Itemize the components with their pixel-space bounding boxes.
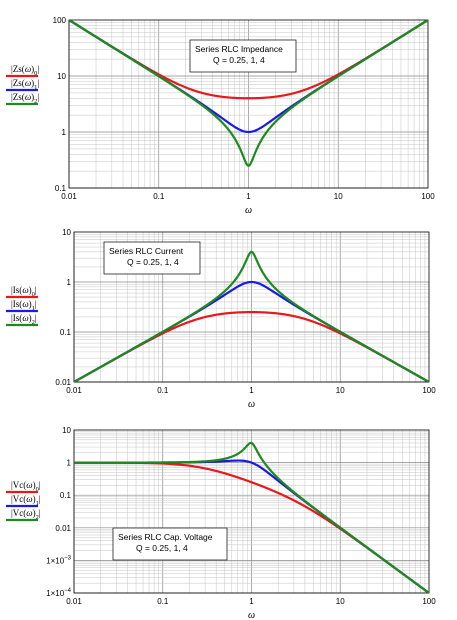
x-tick-label: 100 — [422, 597, 436, 606]
x-tick-label: 100 — [422, 386, 436, 395]
series-group — [69, 20, 428, 167]
y-tick-label: 1 — [62, 128, 67, 137]
legend-label: |Is(ω)2| — [11, 313, 37, 326]
chart-2: 0.01 0.1 1 10 100 0.01 0.1 1 10 ω Series RLC Curre… — [6, 228, 436, 410]
y-tick-label: 1×10−4 — [46, 588, 72, 598]
y-tick-label: 100 — [53, 16, 67, 25]
legend-label: |Zs(ω)0| — [11, 64, 39, 77]
x-tick-label: 10 — [334, 192, 343, 201]
plot-frame — [73, 429, 430, 594]
annotation-line: Q = 0.25, 1, 4 — [213, 55, 265, 65]
annotation-box — [189, 39, 297, 73]
series-line-2 — [74, 441, 429, 593]
y-tick-label: 1×10−3 — [46, 555, 72, 565]
y-tick-label: 10 — [62, 228, 71, 237]
plot-frame — [68, 19, 429, 189]
x-axis-label: ω — [248, 610, 255, 620]
legend-label: |Vc(ω)0| — [11, 480, 41, 493]
x-tick-label: 10 — [336, 386, 345, 395]
series-line-2 — [69, 20, 428, 167]
legend-label: |Vc(ω)2| — [11, 508, 41, 521]
x-tick-label: 1 — [249, 597, 254, 606]
y-tick-label: 1 — [67, 278, 72, 287]
x-tick-label: 0.1 — [157, 597, 169, 606]
y-tick-label: 0.1 — [55, 184, 67, 193]
x-tick-label: 0.1 — [157, 386, 169, 395]
y-tick-label: 0.01 — [55, 378, 71, 387]
legend-label: |Is(ω)1| — [11, 299, 37, 312]
chart-3: 0.01 0.1 1 10 100 1×10−4 1×10−3 0.01 0.1 1 10 ω Seri… — [6, 426, 436, 620]
x-tick-label: 0.1 — [153, 192, 165, 201]
plot-frame — [73, 231, 430, 383]
annotation-box — [103, 241, 201, 275]
y-tick-label: 1 — [67, 459, 72, 468]
y-tick-label: 0.01 — [55, 524, 71, 533]
x-tick-label: 0.01 — [61, 192, 77, 201]
x-tick-label: 0.01 — [66, 597, 82, 606]
annotation-line: Q = 0.25, 1, 4 — [127, 257, 179, 267]
y-tick-label: 10 — [62, 426, 71, 435]
x-tick-label: 10 — [336, 597, 345, 606]
x-tick-label: 100 — [421, 192, 435, 201]
series-group — [74, 441, 429, 593]
y-tick-label: 10 — [57, 72, 66, 81]
series-group — [74, 250, 429, 382]
x-axis-label: ω — [245, 205, 252, 216]
annotation-box — [112, 527, 228, 561]
x-tick-label: 1 — [249, 386, 254, 395]
y-tick-label: 0.1 — [60, 491, 72, 500]
legend-label: |Zs(ω)1| — [11, 78, 39, 91]
legend-label: |Is(ω)0| — [11, 285, 37, 298]
series-line-2 — [74, 250, 429, 382]
x-tick-label: 0.01 — [66, 386, 82, 395]
x-axis-label: ω — [248, 399, 255, 410]
annotation-line: Series RLC Cap. Voltage — [118, 532, 213, 542]
x-tick-label: 1 — [246, 192, 251, 201]
legend-label: |Vc(ω)1| — [11, 494, 41, 507]
annotation-line: Series RLC Impedance — [195, 44, 283, 54]
grid — [73, 430, 429, 594]
annotation-line: Q = 0.25, 1, 4 — [136, 543, 188, 553]
annotation-line: Series RLC Current — [109, 246, 184, 256]
y-tick-label: 0.1 — [60, 328, 72, 337]
legend-label: |Zs(ω)2| — [11, 92, 39, 105]
